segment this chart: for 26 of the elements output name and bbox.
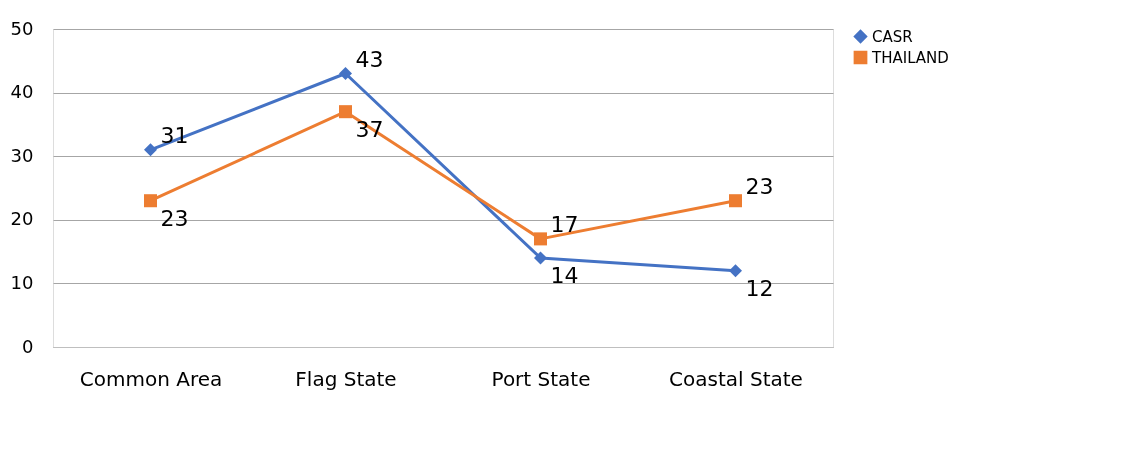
x-tick-label: Port State	[491, 366, 591, 391]
data-label: 17	[550, 211, 579, 237]
y-tick-label: 40	[10, 81, 34, 103]
x-tick-label: Coastal State	[669, 366, 803, 391]
x-tick-label: Flag State	[295, 366, 397, 391]
data-label: 14	[550, 262, 579, 288]
point	[338, 105, 353, 119]
point	[533, 251, 548, 265]
data-label: 23	[160, 205, 189, 231]
data-label: 43	[355, 46, 384, 72]
point	[143, 194, 158, 208]
data-label: 23	[745, 173, 774, 199]
y-tick-label: 50	[10, 17, 34, 39]
legend-label: CASR	[872, 27, 913, 46]
point	[143, 143, 158, 157]
point	[338, 67, 353, 81]
point	[728, 264, 743, 278]
data-label: 12	[745, 275, 774, 301]
y-tick-label: 30	[10, 144, 34, 166]
point	[533, 232, 548, 246]
y-tick-label: 0	[22, 335, 34, 357]
x-tick-label: Common Area	[79, 366, 223, 391]
y-tick-label: 20	[10, 208, 34, 230]
point	[728, 194, 743, 208]
legend-label: THAILAND	[871, 48, 949, 67]
y-tick-label: 10	[10, 271, 34, 293]
